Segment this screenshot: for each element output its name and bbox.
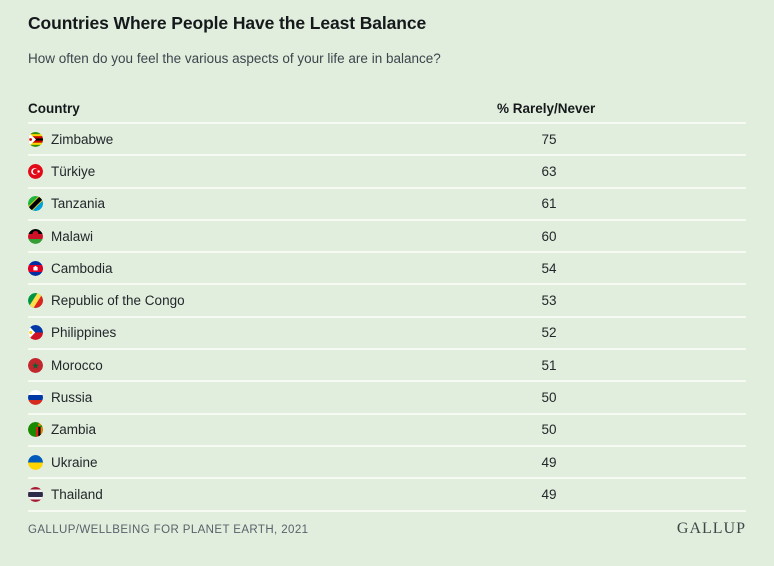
gallup-logo: GALLUP <box>676 520 746 537</box>
value-label: 63 <box>541 163 557 179</box>
thailand-flag-icon <box>28 486 43 502</box>
value-label: 51 <box>541 357 557 373</box>
table-row: Russia 50 <box>28 382 746 415</box>
page-title: Countries Where People Have the Least Ba… <box>28 13 427 33</box>
value-label: 53 <box>541 293 557 309</box>
russia-flag-icon <box>28 390 43 406</box>
country-label: Republic of the Congo <box>51 293 185 309</box>
value-label: 61 <box>541 196 557 212</box>
country-cell: Zambia <box>28 422 497 438</box>
column-header-country: Country <box>28 101 80 116</box>
country-cell: Republic of the Congo <box>28 293 497 309</box>
value-label: 50 <box>541 422 557 438</box>
value-label: 75 <box>541 131 557 147</box>
morocco-flag-icon <box>28 357 43 373</box>
value-label: 52 <box>541 325 557 341</box>
country-label: Cambodia <box>51 260 113 276</box>
value-label: 50 <box>541 390 557 406</box>
turkiye-flag-icon <box>28 163 43 179</box>
country-label: Türkiye <box>51 163 96 179</box>
country-label: Ukraine <box>51 454 98 470</box>
country-label: Tanzania <box>51 196 106 212</box>
country-cell: Malawi <box>28 228 497 244</box>
country-label: Thailand <box>51 486 103 502</box>
zimbabwe-flag-icon <box>28 131 43 147</box>
ukraine-flag-icon <box>28 454 43 470</box>
country-cell: Russia <box>28 390 497 406</box>
table-row: Tanzania 61 <box>28 189 746 221</box>
value-label: 49 <box>541 486 557 502</box>
gallup-chart-card: Countries Where People Have the Least Ba… <box>28 13 746 538</box>
table-row: Cambodia 54 <box>28 253 746 286</box>
country-cell: Philippines <box>28 325 497 341</box>
value-label: 54 <box>541 260 557 276</box>
republic-of-the-congo-flag-icon <box>28 293 43 309</box>
table-header: Country % Rarely/Never <box>28 101 746 124</box>
country-cell: Thailand <box>28 486 497 502</box>
table-row: Malawi 60 <box>28 221 746 254</box>
column-header-value: % Rarely/Never <box>497 101 596 116</box>
table-row: Republic of the Congo 53 <box>28 285 746 318</box>
zambia-flag-icon <box>28 422 43 438</box>
malawi-flag-icon <box>28 228 43 244</box>
country-label: Zimbabwe <box>51 131 114 147</box>
value-label: 60 <box>541 228 557 244</box>
table-row: Ukraine 49 <box>28 447 746 480</box>
country-label: Russia <box>51 390 93 406</box>
footer: GALLUP/WELLBEING FOR PLANET EARTH, 2021 … <box>28 520 746 538</box>
cambodia-flag-icon <box>28 260 43 276</box>
table-row: Zambia 50 <box>28 415 746 447</box>
country-cell: Tanzania <box>28 196 497 212</box>
table-body: Zimbabwe 75 Türkiye 63 Tanzania 61 Malawi 60 Cam… <box>28 124 746 512</box>
philippines-flag-icon <box>28 325 43 341</box>
country-label: Philippines <box>51 325 117 341</box>
country-label: Zambia <box>51 422 97 438</box>
country-cell: Cambodia <box>28 260 497 276</box>
table-row: Philippines 52 <box>28 318 746 351</box>
source-note: GALLUP/WELLBEING FOR PLANET EARTH, 2021 <box>28 524 309 536</box>
country-cell: Türkiye <box>28 163 497 179</box>
country-label: Morocco <box>51 357 103 373</box>
survey-question: How often do you feel the various aspect… <box>28 51 441 66</box>
country-cell: Ukraine <box>28 454 497 470</box>
table-row: Thailand 49 <box>28 479 746 512</box>
tanzania-flag-icon <box>28 196 43 212</box>
table-row: Türkiye 63 <box>28 156 746 189</box>
country-label: Malawi <box>51 228 94 244</box>
country-cell: Morocco <box>28 357 497 373</box>
table-row: Zimbabwe 75 <box>28 124 746 157</box>
table-row: Morocco 51 <box>28 350 746 383</box>
value-label: 49 <box>541 454 557 470</box>
country-cell: Zimbabwe <box>28 131 497 147</box>
